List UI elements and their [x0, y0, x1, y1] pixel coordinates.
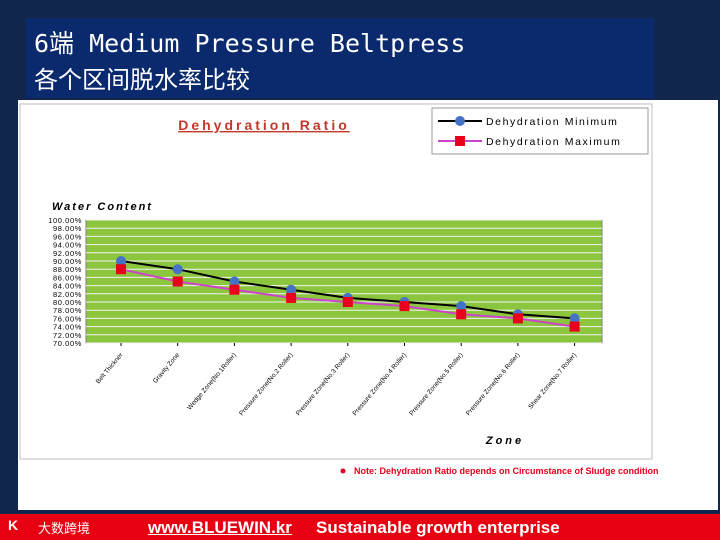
data-point-min: [286, 284, 297, 295]
data-point-max: [569, 321, 580, 332]
note-bullet-icon: [340, 468, 346, 474]
data-point-min: [456, 301, 467, 312]
chart-note: Note: Dehydration Ratio depends on Circu…: [354, 466, 659, 476]
data-point-max: [342, 297, 353, 307]
y-tick-label: 82.00%: [53, 290, 82, 299]
y-tick-label: 92.00%: [53, 249, 82, 258]
y-tick-label: 96.00%: [53, 232, 82, 241]
y-axis-title: Water Content: [52, 201, 153, 213]
legend-box: [431, 107, 649, 155]
legend-label: Dehydration Minimum: [486, 116, 619, 128]
data-point-min: [172, 264, 183, 275]
legend-label: Dehydration Maximum: [486, 136, 621, 148]
data-point-max: [172, 276, 183, 287]
plot-area: [85, 219, 603, 344]
y-tick-label: 74.00%: [53, 323, 82, 332]
y-tick-label: 100.00%: [48, 216, 82, 225]
slide-title-box: 6端 Medium Pressure Beltpress 各个区间脱水率比较: [26, 18, 654, 98]
legend-marker: [455, 136, 465, 146]
y-tick-label: 88.00%: [53, 265, 82, 274]
x-axis-title: Zone: [485, 435, 524, 447]
y-tick-label: 78.00%: [53, 306, 82, 315]
data-point-min: [569, 313, 580, 324]
chart-title: Dehydration Ratio: [178, 117, 350, 133]
footer-url-link[interactable]: www.BLUEWIN.kr: [148, 518, 292, 537]
legend-marker: [455, 116, 465, 126]
footer-tagline: Sustainable growth enterprise: [316, 518, 560, 537]
footer-brand: 大数跨境: [38, 521, 91, 536]
data-point-max: [399, 301, 410, 312]
data-point-max: [116, 264, 126, 275]
data-point-min: [229, 276, 240, 287]
y-tick-label: 80.00%: [53, 298, 82, 307]
y-tick-label: 72.00%: [53, 331, 82, 340]
y-tick-label: 86.00%: [53, 273, 82, 282]
data-point-min: [116, 256, 126, 266]
data-point-max: [512, 313, 523, 324]
data-point-max: [229, 284, 240, 295]
y-tick-label: 98.00%: [53, 224, 82, 233]
y-tick-label: 90.00%: [53, 257, 82, 266]
y-tick-label: 70.00%: [53, 339, 82, 348]
data-point-max: [286, 292, 297, 303]
chart-area: Dehydration Ratio Water Content Zone 100…: [18, 100, 718, 510]
slide-subtitle: 各个区间脱水率比较: [34, 66, 250, 94]
footer-bar: K 大数跨境 www.BLUEWIN.kr Sustainable growth…: [0, 514, 720, 540]
chart-legend: Dehydration Minimum Dehydration Maximum: [431, 107, 649, 155]
data-point-max: [456, 309, 467, 320]
brand-logo-icon: K: [8, 517, 19, 533]
line-chart: Dehydration Ratio Water Content Zone 100…: [18, 100, 718, 510]
y-tick-label: 84.00%: [53, 282, 82, 291]
y-tick-label: 76.00%: [53, 314, 82, 323]
y-tick-label: 94.00%: [53, 241, 82, 250]
slide-title: 6端 Medium Pressure Beltpress: [34, 29, 466, 58]
